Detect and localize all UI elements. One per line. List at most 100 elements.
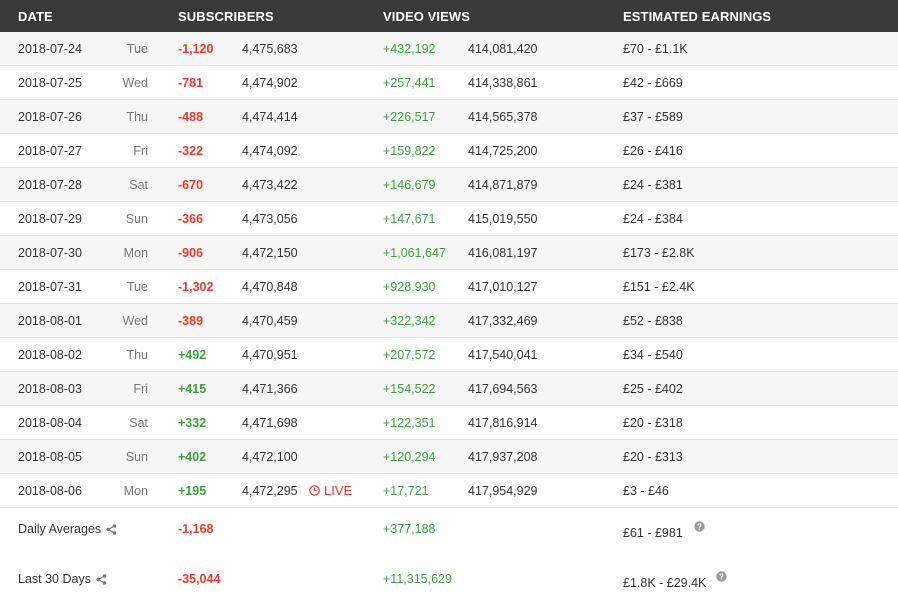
- earnings-cell: £25 - £402: [623, 382, 683, 396]
- earnings-cell: £20 - £318: [623, 416, 683, 430]
- table-row: 2018-08-03 Fri +415 4,471,366 +154,522 417,69…: [0, 372, 898, 406]
- subscriber-change-cell: -366: [178, 212, 204, 226]
- view-change-cell: +120,294: [383, 450, 436, 464]
- day-cell: Fri: [133, 144, 148, 158]
- live-indicator: LIVE: [309, 483, 352, 498]
- date-cell: 2018-07-31: [18, 280, 82, 294]
- table-row: 2018-08-01 Wed -389 4,470,459 +322,342 417,33…: [0, 304, 898, 338]
- header-earnings: ESTIMATED EARNINGS: [623, 9, 772, 24]
- share-icon[interactable]: [106, 523, 117, 535]
- earnings-cell: £26 - £416: [623, 144, 683, 158]
- table-row: 2018-07-26 Thu -488 4,474,414 +226,517 414,56…: [0, 100, 898, 134]
- view-change-cell: +147,671: [383, 212, 436, 226]
- table-row: 2018-07-31 Tue -1,302 4,470,848 +928,930 417,…: [0, 270, 898, 304]
- daily-avg-views: +377,188: [383, 522, 436, 536]
- earnings-cell: £70 - £1.1K: [623, 42, 688, 56]
- view-total-cell: 414,338,861: [468, 76, 538, 90]
- date-cell: 2018-08-05: [18, 450, 82, 464]
- day-cell: Fri: [133, 382, 148, 396]
- subscriber-total-cell: 4,470,848: [242, 280, 298, 294]
- table-row: 2018-07-29 Sun -366 4,473,056 +147,671 415,01…: [0, 202, 898, 236]
- date-cell: 2018-07-26: [18, 110, 82, 124]
- subscriber-total-cell: 4,474,092: [242, 144, 298, 158]
- table-header: DATE SUBSCRIBERS VIDEO VIEWS ESTIMATED E…: [0, 0, 898, 32]
- last-30-views: +11,315,629: [383, 572, 452, 586]
- subscriber-change-cell: -1,120: [178, 42, 214, 56]
- subscriber-total-cell: 4,473,056: [242, 212, 298, 226]
- day-cell: Mon: [123, 484, 148, 498]
- subscriber-change-cell: -488: [178, 110, 204, 124]
- view-total-cell: 416,081,197: [468, 246, 538, 260]
- view-total-cell: 414,871,879: [468, 178, 538, 192]
- day-cell: Mon: [123, 246, 148, 260]
- table-row: 2018-07-28 Sat -670 4,473,422 +146,679 414,87…: [0, 168, 898, 202]
- view-change-cell: +257,441: [383, 76, 436, 90]
- subscriber-change-cell: -1,302: [178, 280, 214, 294]
- svg-text:?: ?: [697, 522, 702, 531]
- table-row: 2018-07-27 Fri -322 4,474,092 +159,822 414,72…: [0, 134, 898, 168]
- live-label: LIVE: [324, 483, 353, 498]
- subscriber-total-cell: 4,471,366: [242, 382, 298, 396]
- view-total-cell: 417,332,469: [468, 314, 538, 328]
- view-change-cell: +226,517: [383, 110, 436, 124]
- subscriber-total-cell: 4,473,422: [242, 178, 298, 192]
- subscriber-change-cell: +195: [178, 484, 207, 498]
- summary-last-30: Last 30 Days -35,044 +11,315,629 £1.8K -…: [0, 558, 898, 608]
- date-cell: 2018-07-30: [18, 246, 82, 260]
- day-cell: Sun: [125, 450, 148, 464]
- day-cell: Tue: [126, 42, 148, 56]
- date-cell: 2018-08-02: [18, 348, 82, 362]
- subscriber-change-cell: -781: [178, 76, 204, 90]
- daily-averages-label: Daily Averages: [18, 522, 117, 536]
- view-total-cell: 417,937,208: [468, 450, 538, 464]
- view-total-cell: 414,081,420: [468, 42, 538, 56]
- subscriber-change-cell: +415: [178, 382, 207, 396]
- view-total-cell: 417,540,041: [468, 348, 538, 362]
- subscriber-change-cell: +492: [178, 348, 207, 362]
- date-cell: 2018-07-25: [18, 76, 82, 90]
- day-cell: Sun: [125, 212, 148, 226]
- subscriber-total-cell: 4,474,414: [242, 110, 298, 124]
- view-change-cell: +17,721: [383, 484, 429, 498]
- earnings-cell: £3 - £46: [623, 484, 669, 498]
- subscriber-total-cell: 4,472,295: [242, 484, 298, 498]
- subscriber-total-cell: 4,472,100: [242, 450, 298, 464]
- date-cell: 2018-07-28: [18, 178, 82, 192]
- share-icon[interactable]: [96, 573, 107, 585]
- view-total-cell: 414,565,378: [468, 110, 538, 124]
- earnings-cell: £173 - £2.8K: [623, 246, 695, 260]
- view-change-cell: +432,192: [383, 42, 436, 56]
- earnings-cell: £52 - £838: [623, 314, 683, 328]
- subscriber-total-cell: 4,475,683: [242, 42, 298, 56]
- date-cell: 2018-08-04: [18, 416, 82, 430]
- view-total-cell: 417,010,127: [468, 280, 538, 294]
- header-subscribers: SUBSCRIBERS: [178, 9, 274, 24]
- subscriber-change-cell: -906: [178, 246, 204, 260]
- view-change-cell: +154,522: [383, 382, 436, 396]
- header-video-views: VIDEO VIEWS: [383, 9, 471, 24]
- earnings-cell: £20 - £313: [623, 450, 683, 464]
- daily-avg-earnings: £61 - £981: [623, 526, 683, 540]
- subscriber-total-cell: 4,471,698: [242, 416, 298, 430]
- help-icon[interactable]: ?: [694, 521, 705, 532]
- subscriber-total-cell: 4,470,951: [242, 348, 298, 362]
- view-change-cell: +322,342: [383, 314, 436, 328]
- day-cell: Tue: [126, 280, 148, 294]
- day-cell: Wed: [122, 76, 148, 90]
- daily-avg-subscribers: -1,168: [178, 522, 214, 536]
- earnings-cell: £24 - £384: [623, 212, 683, 226]
- day-cell: Wed: [122, 314, 148, 328]
- day-cell: Thu: [126, 110, 148, 124]
- subscriber-total-cell: 4,470,459: [242, 314, 298, 328]
- earnings-cell: £151 - £2.4K: [623, 280, 695, 294]
- last-30-earnings: £1.8K - £29.4K: [623, 576, 707, 590]
- stats-table: DATE SUBSCRIBERS VIDEO VIEWS ESTIMATED E…: [0, 0, 898, 590]
- earnings-cell: £37 - £589: [623, 110, 683, 124]
- last-30-subscribers: -35,044: [178, 572, 221, 586]
- subscriber-change-cell: -670: [178, 178, 204, 192]
- help-icon[interactable]: ?: [716, 571, 727, 582]
- date-cell: 2018-08-06: [18, 484, 82, 498]
- table-row: 2018-08-04 Sat +332 4,471,698 +122,351 417,81…: [0, 406, 898, 440]
- subscriber-total-cell: 4,472,150: [242, 246, 298, 260]
- view-total-cell: 414,725,200: [468, 144, 538, 158]
